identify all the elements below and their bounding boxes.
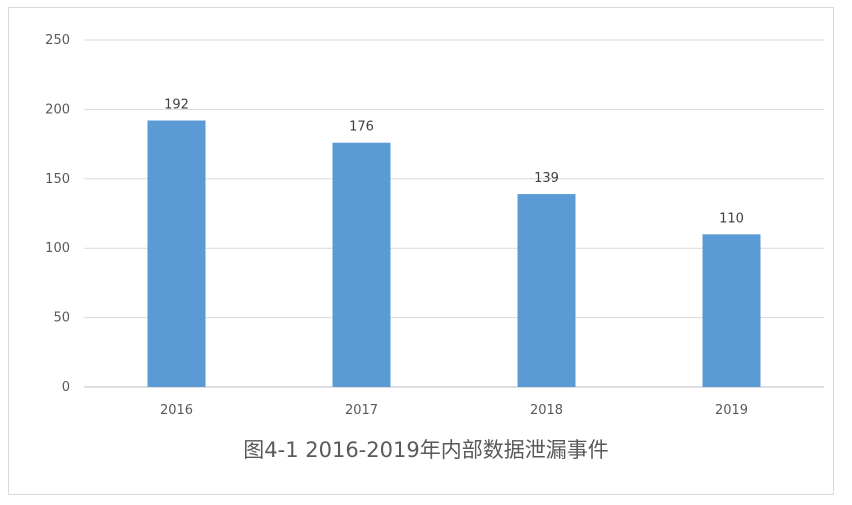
y-tick-label: 250 — [45, 33, 70, 48]
y-tick-label: 50 — [53, 311, 70, 326]
bars — [147, 120, 761, 387]
data-label-2016: 192 — [164, 98, 189, 113]
y-axis-ticks: 0 50 100 150 200 250 — [45, 33, 70, 395]
data-label-2019: 110 — [719, 211, 744, 226]
data-labels: 192 176 139 110 — [164, 98, 744, 227]
chart-frame — [8, 7, 834, 495]
bar-2016 — [147, 120, 206, 387]
chart-title: 图4-1 2016-2019年内部数据泄漏事件 — [243, 438, 609, 462]
y-tick-label: 0 — [62, 380, 70, 395]
bar-2018 — [517, 194, 576, 387]
y-tick-label: 200 — [45, 102, 70, 117]
x-tick-label-2019: 2019 — [715, 403, 748, 418]
gridlines — [84, 39, 824, 388]
x-tick-label-2017: 2017 — [345, 403, 378, 418]
x-axis-ticks: 2016 2017 2018 2019 — [160, 403, 748, 418]
x-tick-label-2016: 2016 — [160, 403, 193, 418]
y-tick-label: 150 — [45, 172, 70, 187]
data-label-2018: 139 — [534, 171, 559, 186]
y-tick-label: 100 — [45, 241, 70, 256]
bar-2017 — [332, 142, 391, 387]
x-tick-label-2018: 2018 — [530, 403, 563, 418]
data-label-2017: 176 — [349, 120, 374, 135]
bar-2019 — [702, 234, 761, 387]
